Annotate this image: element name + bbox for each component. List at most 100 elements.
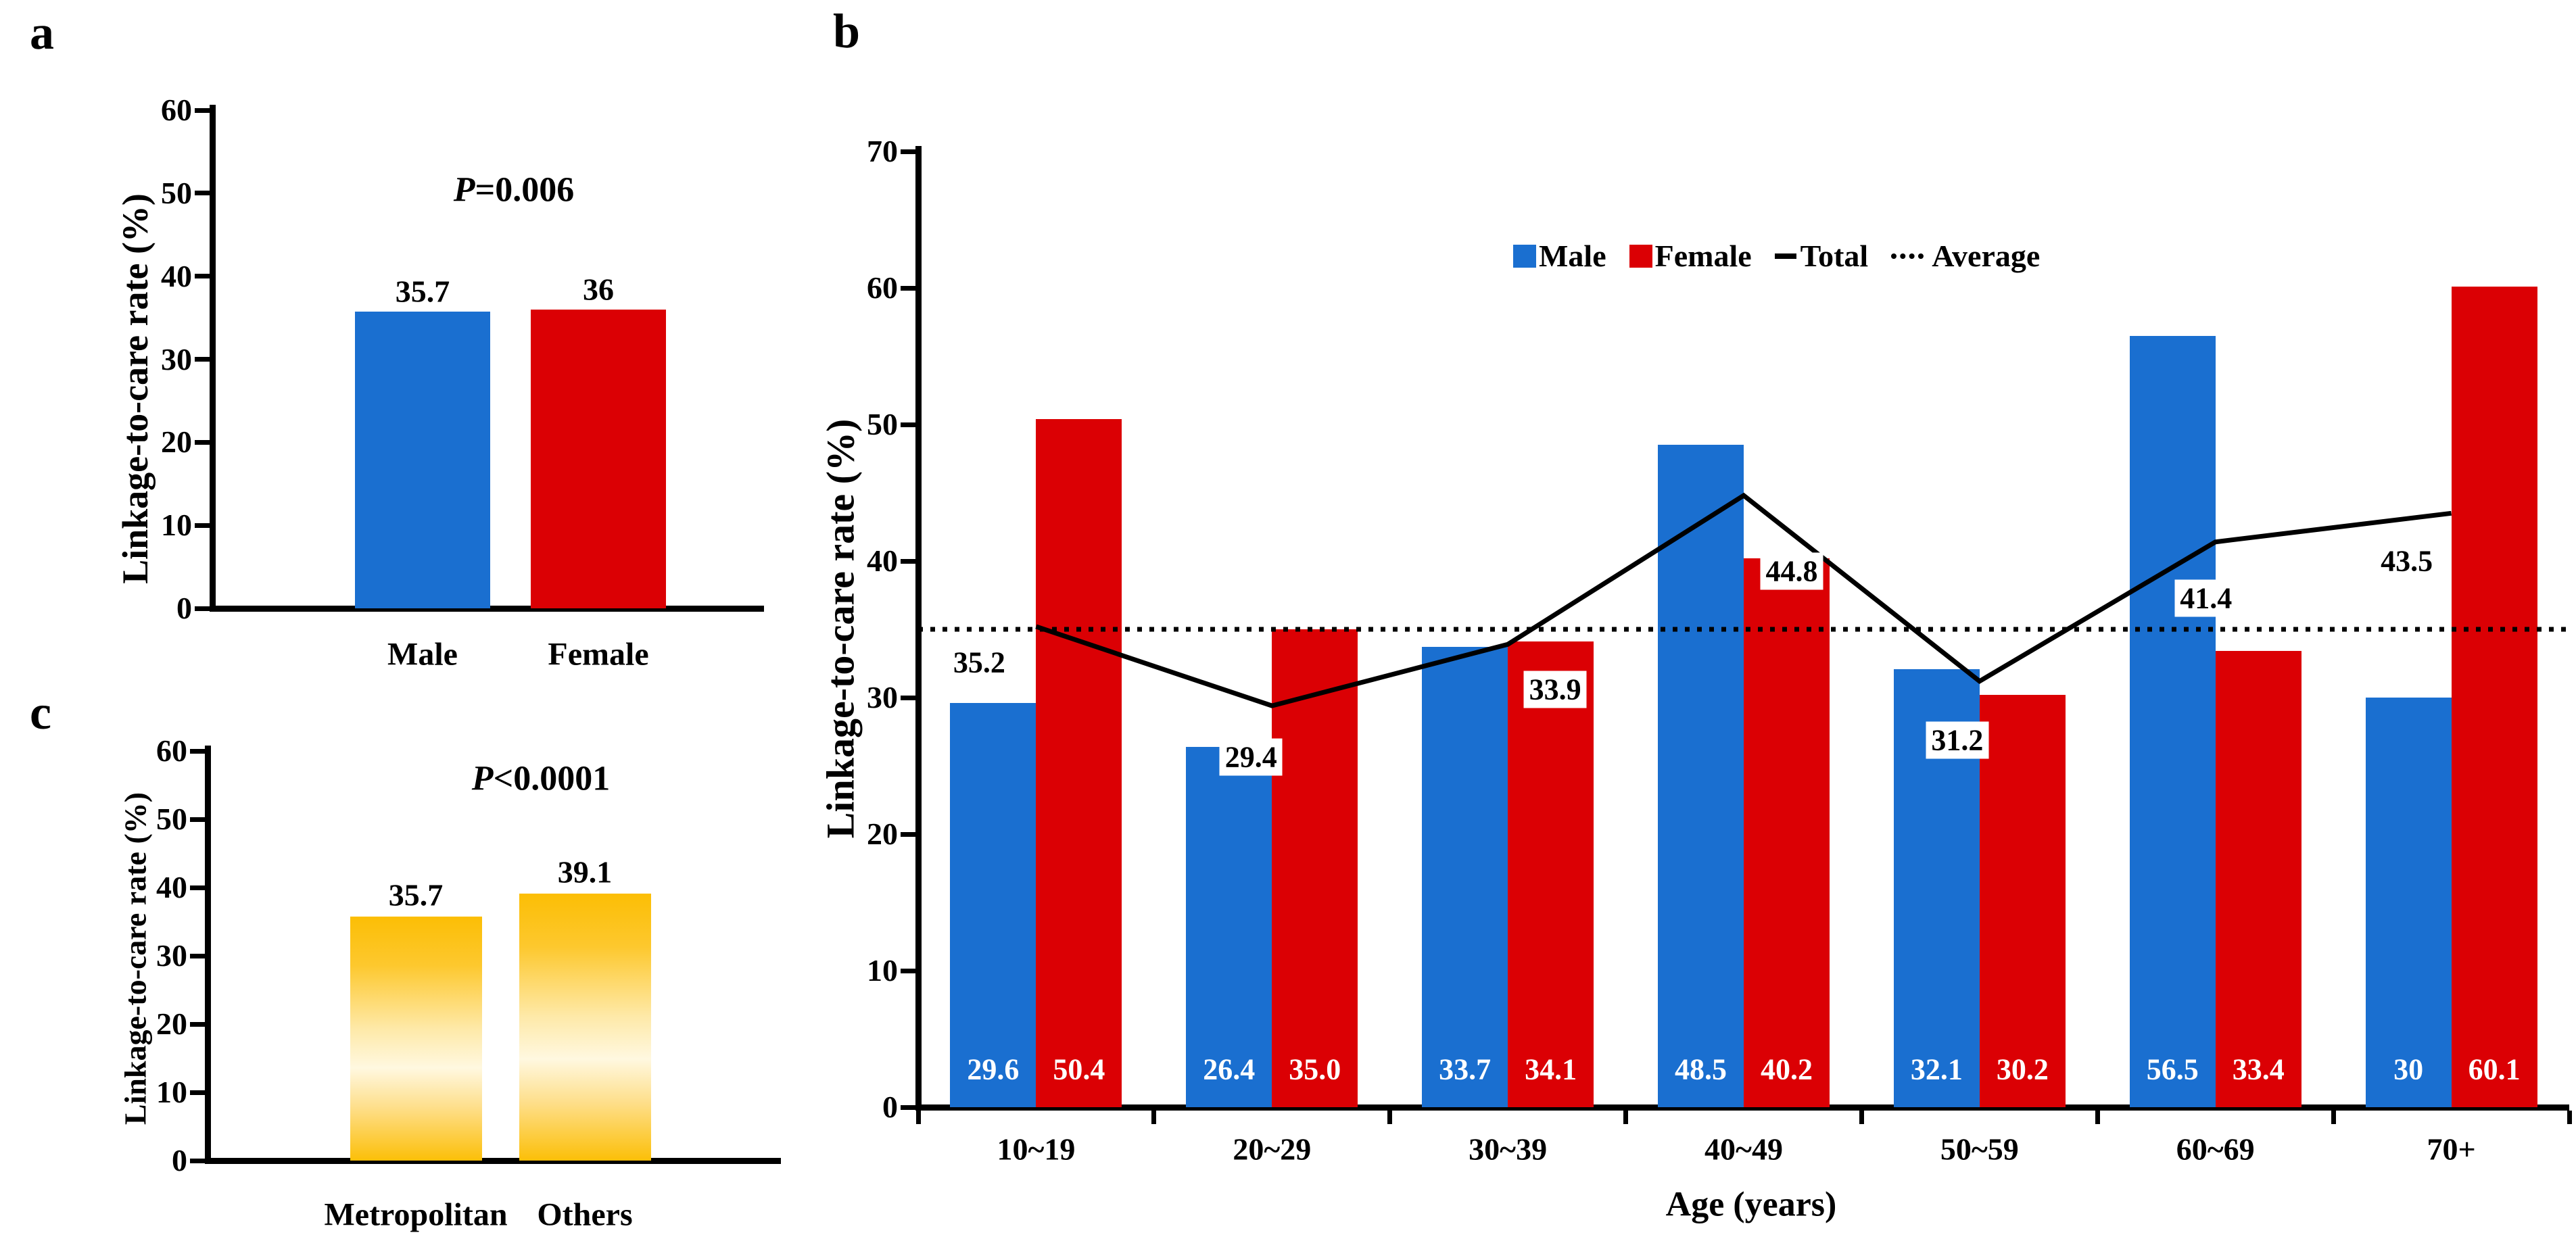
p-rest: =0.006 [475,170,575,210]
bar-male-value-label: 56.5 [2146,1052,2199,1086]
bar-female-value-label: 50.4 [1053,1052,1105,1086]
panel-b-x-axis-title: Age (years) [1665,1185,1837,1224]
bar-value-label: 39.1 [557,854,613,890]
x-category-label: 20~29 [1233,1132,1312,1167]
p-symbol: P [471,759,494,798]
panel-b-x-tick [1387,1110,1393,1124]
panel-c-y-axis [204,746,211,1164]
bar-female-10~19 [1036,418,1122,1107]
bar-male-value-label: 33.7 [1439,1052,1492,1086]
total-value-label: 29.4 [1219,738,1283,776]
panel-b-y-tick [900,695,915,700]
bar-value-label: 36 [583,272,614,307]
panel-c-y-tick [189,748,205,754]
bar-female-value-label: 35.0 [1289,1052,1341,1086]
panel-c-y-tick [189,953,205,958]
panel-b-y-tick [900,422,915,427]
panel-b-y-tick-label: 0 [882,1090,898,1124]
panel-b-x-tick [915,1110,921,1124]
bar-value-label: 35.7 [388,877,444,913]
panel-b-y-tick-label: 30 [867,680,898,714]
panel-c-y-tick-label: 60 [156,733,187,768]
average-dotted-marker-icon [1891,253,1924,259]
panel-c-y-tick [189,1158,205,1163]
panel-a-y-tick-label: 30 [161,341,192,376]
total-value-label: 35.2 [947,643,1011,681]
bar-female-40~49 [1744,558,1830,1107]
panel-c-y-tick [189,1021,205,1027]
total-value-label: 44.8 [1760,552,1823,590]
bar-female-value-label: 33.4 [2232,1052,2285,1086]
panel-a-y-tick [194,107,210,113]
p-rest: <0.0001 [493,759,611,798]
legend-item-average: Average [1891,238,2040,274]
bar-female-70+ [2451,286,2537,1107]
legend-male-label: Male [1539,239,1606,273]
x-category-label: 70+ [2427,1132,2476,1167]
male-swatch-icon [1513,244,1536,268]
female-swatch-icon [1629,244,1652,268]
panel-b-y-tick [900,558,915,564]
panel-b-x-tick [1859,1110,1864,1124]
panel-c-p-value: P<0.0001 [472,759,610,799]
panel-a-y-tick-label: 0 [176,591,192,625]
panel-a-y-tick [194,523,210,528]
bar-female-30~39 [1508,641,1594,1107]
panel-a-y-tick [194,439,210,445]
panel-b-x-tick [1623,1110,1629,1124]
panel-a-y-tick-label: 40 [161,258,192,293]
bar-male-value-label: 30 [2393,1052,2424,1086]
panel-b-y-tick [900,149,915,154]
x-category-label: Male [387,636,458,673]
panel-a-y-tick [194,274,210,279]
panel-b-y-axis-title: Linkage-to-care rate (%) [818,418,863,839]
total-value-label: 41.4 [2174,579,2238,617]
total-value-label: 43.5 [2375,542,2439,580]
bar-male-20~29 [1186,746,1272,1107]
panel-c-y-tick-label: 20 [156,1006,187,1041]
panel-b-y-tick-label: 40 [867,543,898,578]
panel-b-x-tick [2331,1110,2336,1124]
panel-a-y-tick [194,357,210,362]
panel-c-x-axis [204,1157,781,1164]
panel-a-y-axis [209,105,216,612]
panel-c-letter: c [30,685,51,739]
panel-a-y-tick [194,606,210,611]
panel-a-letter: a [30,5,54,59]
bar-female-20~29 [1272,629,1358,1107]
total-line-marker-icon [1774,253,1796,259]
panel-b-y-axis [915,146,922,1111]
panel-a-x-axis [209,605,764,612]
panel-a-y-tick-label: 20 [161,424,192,460]
bar-value-label: 35.7 [395,274,450,309]
x-category-label: Female [548,636,649,673]
bar-male-value-label: 26.4 [1203,1052,1256,1086]
x-category-label: 40~49 [1704,1132,1783,1167]
panel-c-y-tick [189,817,205,822]
panel-a-y-tick [194,191,210,196]
panel-c-y-tick [189,1090,205,1095]
total-value-label: 33.9 [1523,671,1587,708]
bar-male-40~49 [1658,445,1744,1107]
bar-c-metropolitan [350,917,482,1161]
panel-b-letter: b [833,4,861,58]
bar-a-female [531,309,666,608]
panel-b-x-axis [915,1104,2569,1111]
bar-male-value-label: 29.6 [967,1052,1020,1086]
x-category-label: 30~39 [1469,1132,1548,1167]
panel-b-y-tick-label: 50 [867,407,898,441]
x-category-label: 60~69 [2176,1132,2255,1167]
panel-a-y-tick-label: 60 [161,93,192,128]
p-symbol: P [453,170,475,210]
bar-a-male [355,312,490,608]
panel-b-y-tick [900,1104,915,1110]
legend-item-male: Male [1513,238,1606,274]
panel-b-y-tick [900,831,915,837]
panel-a-y-tick-label: 50 [161,175,192,210]
bar-female-50~59 [1979,694,2066,1107]
x-category-label: 50~59 [1940,1132,2019,1167]
legend-average-label: Average [1932,239,2041,273]
bar-female-value-label: 34.1 [1525,1052,1577,1086]
legend-item-total: Total [1774,238,1868,274]
bar-male-30~39 [1422,647,1508,1107]
